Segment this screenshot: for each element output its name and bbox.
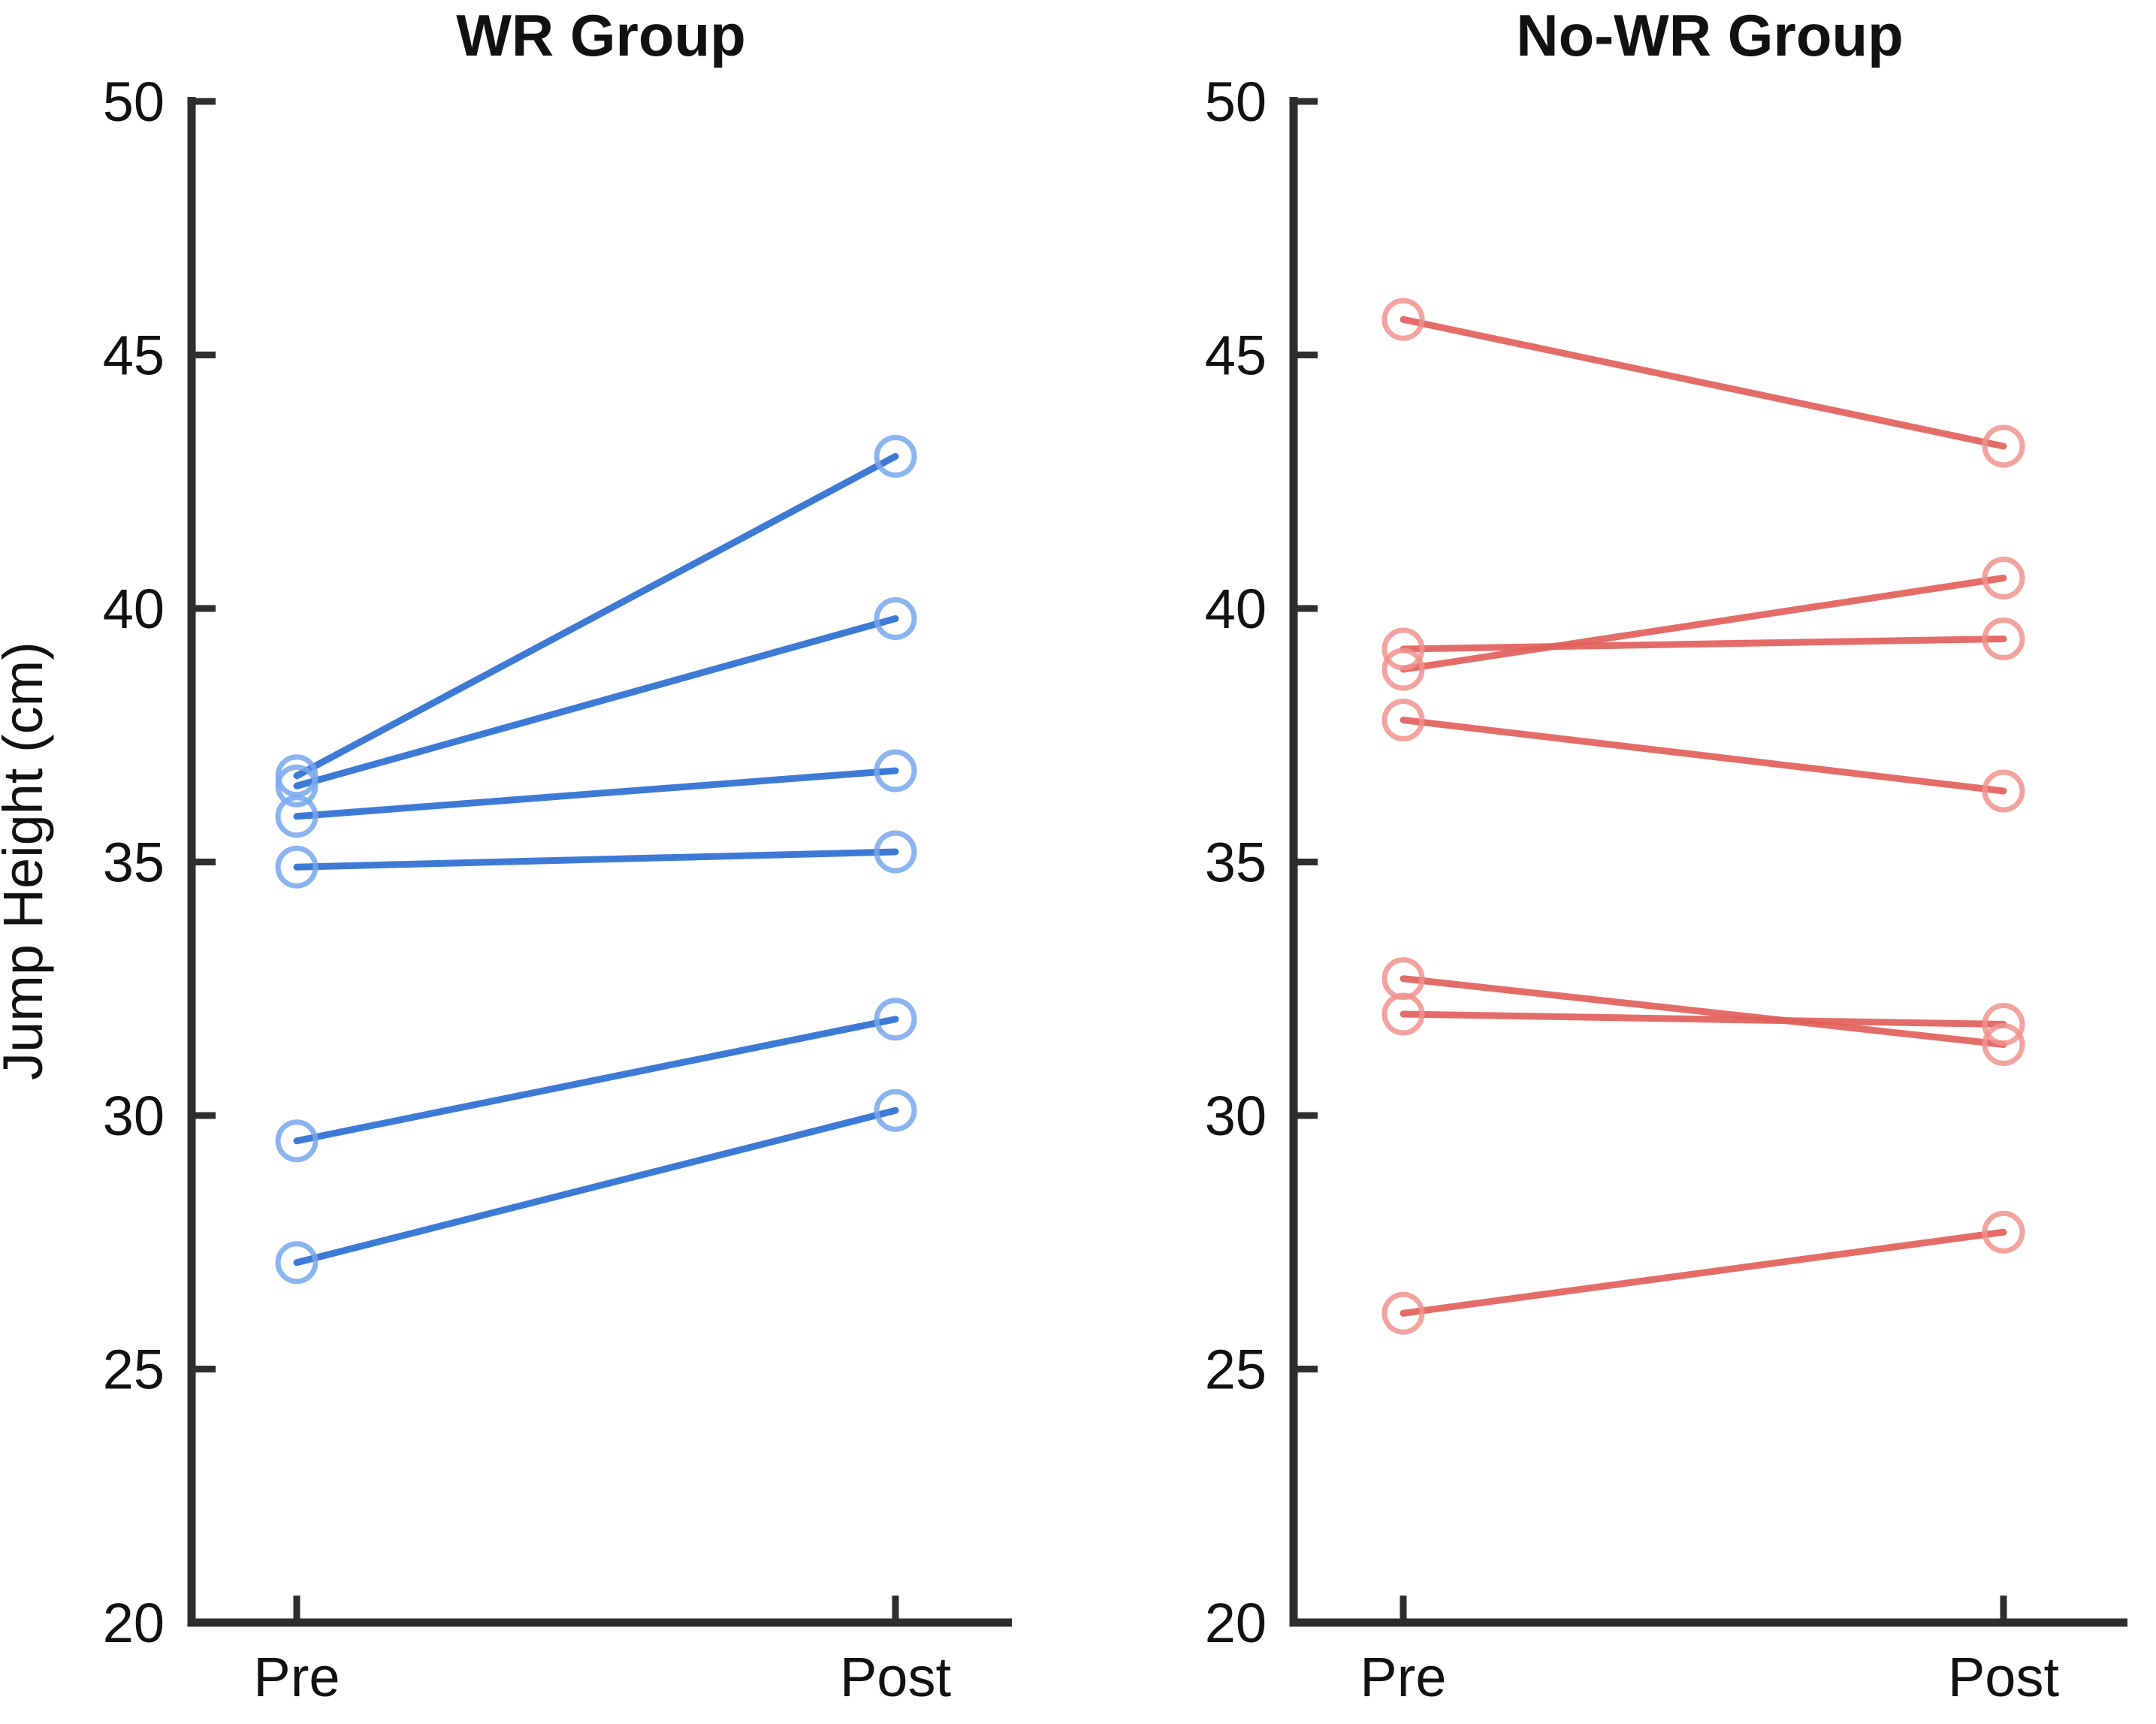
y-tick-label: 25 [103, 1339, 165, 1401]
participant-line [293, 1107, 899, 1267]
pre-marker [1381, 627, 1425, 671]
participant-line [1400, 636, 2007, 653]
participant-line [1400, 975, 2007, 1048]
post-marker [874, 749, 917, 793]
pre-marker [275, 764, 319, 808]
panel-no-wr: 20 25 30 35 40 45 50 Pre Post [1205, 71, 2127, 1708]
post-marker [1982, 1023, 2025, 1066]
post-marker [1982, 769, 2025, 813]
panel-title-wr: WR Group [456, 2, 746, 68]
post-marker [1982, 1003, 2025, 1046]
post-marker [874, 830, 917, 874]
y-tick-label: 40 [1205, 578, 1267, 640]
pre-marker [1381, 1291, 1425, 1335]
participant-line [1400, 717, 2007, 795]
pre-marker [1381, 297, 1425, 341]
panel-title-no-wr: No-WR Group [1516, 2, 1904, 68]
pre-marker [275, 795, 319, 838]
y-tick-label: 45 [103, 325, 165, 387]
participant-line [293, 1016, 899, 1145]
participant-line [1400, 1010, 2007, 1028]
post-marker [874, 597, 917, 640]
pre-marker [275, 845, 319, 889]
y-tick-label: 40 [103, 578, 165, 640]
x-tick-label: Pre [253, 1646, 340, 1708]
participant-line [1400, 1228, 2007, 1317]
participant-line [1400, 575, 2007, 673]
y-tick-label: 30 [103, 1085, 165, 1147]
pre-marker [275, 1241, 319, 1285]
x-tick-label: Pre [1360, 1646, 1446, 1708]
participant-line [293, 615, 899, 790]
post-marker [874, 1088, 917, 1132]
y-tick-label: 25 [1205, 1339, 1267, 1401]
y-tick-label: 35 [103, 832, 165, 894]
participant-line [293, 848, 899, 871]
pre-marker [1381, 699, 1425, 741]
post-marker [1982, 1210, 2025, 1254]
y-tick-label: 20 [103, 1592, 165, 1654]
post-marker [1982, 424, 2025, 468]
y-tick-label: 35 [1205, 832, 1267, 894]
y-tick-label: 30 [1205, 1085, 1267, 1147]
panel-wr: 20 25 30 35 40 45 50 Pre Post [103, 71, 1012, 1708]
post-marker [1982, 617, 2025, 660]
participant-line [293, 453, 899, 780]
participant-line [1400, 316, 2007, 450]
y-tick-label: 50 [1205, 71, 1267, 133]
participant-line [293, 767, 899, 820]
pre-marker [1381, 648, 1425, 691]
y-tick-label: 45 [1205, 325, 1267, 387]
chart-render-root: 20 25 30 35 40 45 50 Pre Post 20 25 30 35 40 45 50 Pre Po… [103, 71, 2127, 1708]
y-tick-label: 20 [1205, 1592, 1267, 1654]
post-marker [874, 435, 917, 478]
y-tick-label: 50 [103, 71, 165, 133]
y-axis-label: Jump Height (cm) [0, 642, 54, 1080]
post-marker [874, 998, 917, 1041]
pre-marker [1381, 992, 1425, 1036]
x-tick-label: Post [840, 1646, 952, 1708]
x-tick-label: Post [1948, 1646, 2060, 1708]
pre-marker [275, 1119, 319, 1163]
post-marker [1982, 557, 2025, 599]
